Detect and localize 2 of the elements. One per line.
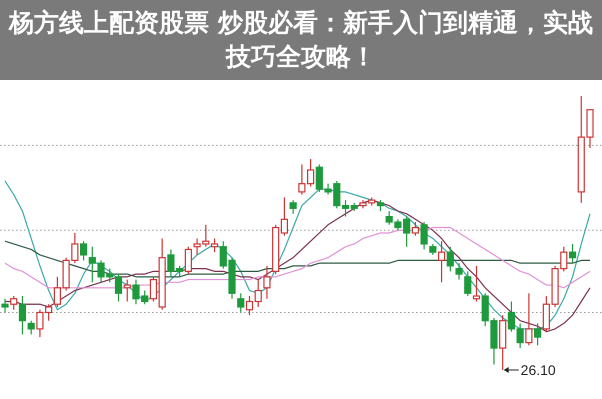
chart-title: 杨方线上配资股票 炒股必看：新手入门到精通，实战技巧全攻略！ bbox=[7, 7, 594, 73]
annotation: 26.10 bbox=[520, 362, 556, 378]
